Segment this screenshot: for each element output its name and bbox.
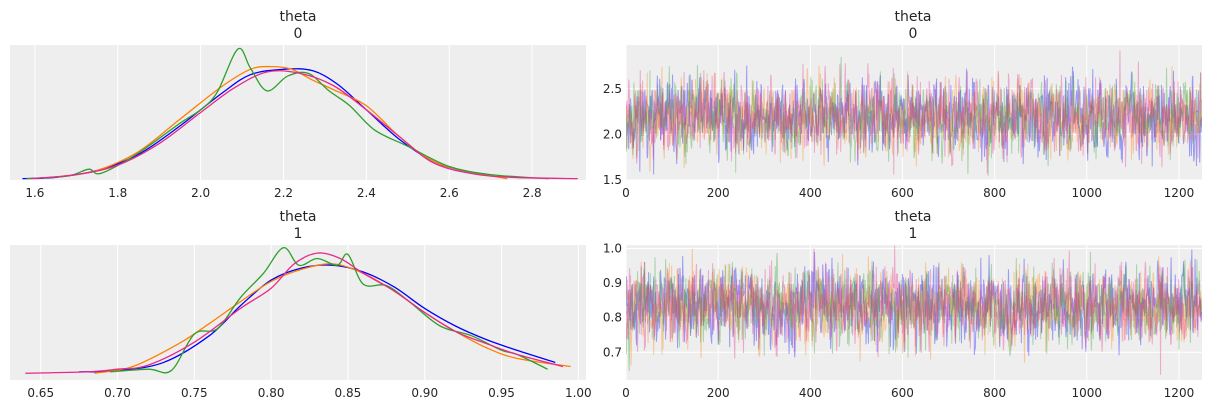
y-tick-label: 1.0 — [603, 241, 622, 255]
panel-title: theta — [894, 9, 931, 25]
trace-line-chain-2 — [626, 251, 1202, 372]
x-tick-label: 1.00 — [565, 386, 592, 400]
x-tick-label: 1000 — [1072, 386, 1103, 400]
trace-line-chain-2 — [626, 56, 1202, 176]
panel-subtitle: 1 — [909, 226, 918, 242]
plot-area — [10, 45, 586, 180]
panel-subtitle: 0 — [909, 26, 918, 42]
x-tick-label: 600 — [891, 186, 914, 200]
y-tick-label: 0.8 — [603, 311, 622, 325]
panel-title: theta — [279, 9, 316, 25]
x-tick-label: 0.85 — [335, 386, 362, 400]
kde-line-chain-3 — [25, 252, 564, 374]
series-group — [25, 247, 571, 374]
x-tick-label: 0.75 — [181, 386, 208, 400]
trace-line-chain-0 — [626, 65, 1202, 175]
plot-area — [626, 245, 1202, 380]
x-tick-label: 1.8 — [108, 186, 127, 200]
x-tick-label: 0 — [622, 386, 630, 400]
x-tick-label: 2.4 — [357, 186, 376, 200]
plot-area — [626, 45, 1202, 180]
series-group — [626, 50, 1202, 176]
plot-area — [10, 245, 586, 380]
x-tick-label: 2.8 — [523, 186, 542, 200]
kde-line-chain-2 — [26, 47, 549, 180]
x-tick-label: 1200 — [1164, 386, 1195, 400]
trace-line-chain-0 — [626, 249, 1202, 358]
x-tick-label: 600 — [891, 386, 914, 400]
x-tick-label: 1000 — [1072, 186, 1103, 200]
x-tick-label: 800 — [983, 186, 1006, 200]
x-tick-label: 0.80 — [258, 386, 285, 400]
x-tick-label: 0 — [622, 186, 630, 200]
x-tick-label: 2.0 — [191, 186, 210, 200]
kde-line-chain-0 — [79, 264, 556, 373]
x-tick-label: 200 — [707, 186, 730, 200]
panel-title: theta — [894, 209, 931, 225]
x-tick-label: 2.6 — [440, 186, 459, 200]
trace-line-chain-3 — [626, 50, 1202, 175]
y-tick-label: 1.5 — [603, 173, 622, 187]
x-tick-label: 400 — [799, 386, 822, 400]
x-tick-label: 2.2 — [274, 186, 293, 200]
trace-line-chain-1 — [626, 248, 1202, 366]
kde-line-chain-3 — [30, 70, 578, 180]
panel-subtitle: 0 — [294, 26, 303, 42]
kde-line-chain-2 — [109, 247, 548, 374]
x-tick-label: 1200 — [1164, 186, 1195, 200]
panel-title: theta — [279, 209, 316, 225]
x-tick-label: 200 — [707, 386, 730, 400]
y-tick-label: 2.0 — [603, 127, 622, 141]
series-group — [626, 245, 1202, 375]
panel-subtitle: 1 — [294, 226, 303, 242]
series-group — [22, 47, 578, 180]
x-tick-label: 800 — [983, 386, 1006, 400]
x-tick-label: 0.90 — [411, 386, 438, 400]
x-tick-label: 0.70 — [104, 386, 131, 400]
y-tick-label: 2.5 — [603, 82, 622, 96]
trace-line-chain-1 — [626, 65, 1202, 172]
y-tick-label: 0.9 — [603, 276, 622, 290]
y-tick-label: 0.7 — [603, 345, 622, 359]
x-tick-label: 0.95 — [488, 386, 515, 400]
trace-line-chain-3 — [626, 245, 1202, 375]
x-tick-label: 1.6 — [25, 186, 44, 200]
x-tick-label: 0.65 — [27, 386, 54, 400]
x-tick-label: 400 — [799, 186, 822, 200]
